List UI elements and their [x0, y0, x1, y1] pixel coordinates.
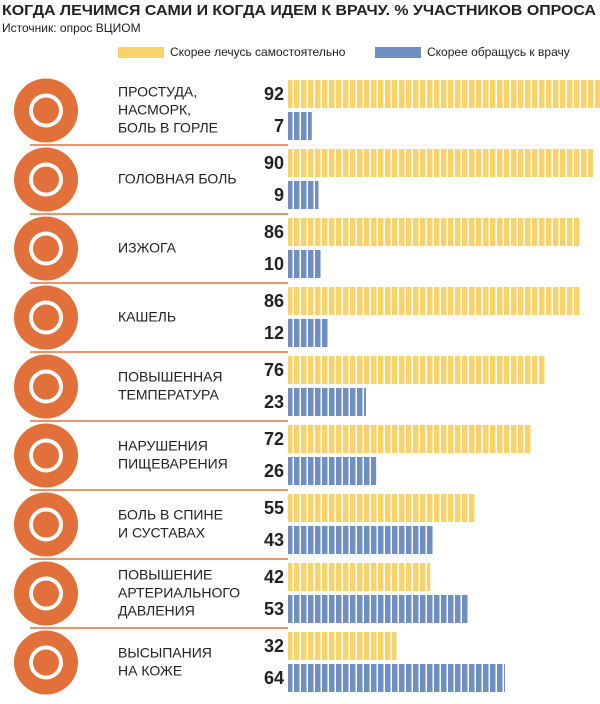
category-label: КАШЕЛЬ — [118, 308, 176, 324]
icon-shape — [29, 576, 63, 611]
legend-swatch — [375, 47, 421, 58]
bar — [288, 457, 377, 485]
value-label: 86 — [264, 291, 284, 311]
bar — [288, 218, 580, 246]
value-label: 12 — [264, 323, 284, 343]
icon-shape — [29, 162, 63, 197]
bar — [288, 356, 546, 384]
value-label: 43 — [264, 530, 284, 550]
value-label: 55 — [264, 498, 284, 518]
bar — [288, 425, 533, 453]
value-label: 72 — [264, 429, 284, 449]
icon-circle — [14, 285, 78, 350]
value-label: 32 — [264, 636, 284, 656]
category-label: ПРОСТУДА, НАСМОРК, БОЛЬ В ГОРЛЕ — [118, 83, 218, 135]
icon-shape — [29, 645, 63, 680]
bar — [288, 319, 329, 347]
icon-circle — [14, 561, 78, 626]
category-label: ВЫСЫПАНИЯ НА КОЖЕ — [118, 644, 212, 678]
chart-title: КОГДА ЛЕЧИМСЯ САМИ И КОГДА ИДЕМ К ВРАЧУ.… — [2, 2, 596, 19]
value-label: 9 — [274, 185, 284, 205]
bar — [288, 287, 580, 315]
bar — [288, 595, 468, 623]
value-label: 76 — [264, 360, 284, 380]
category-label: НАРУШЕНИЯ ПИЩЕВАРЕНИЯ — [118, 437, 228, 471]
value-label: 42 — [264, 567, 284, 587]
value-label: 86 — [264, 222, 284, 242]
icon-circle — [14, 147, 78, 212]
bar — [288, 526, 434, 554]
category-label: ГОЛОВНАЯ БОЛЬ — [118, 170, 237, 186]
icon-circle — [14, 354, 78, 419]
chart-subtitle: Источник: опрос ВЦИОМ — [2, 21, 141, 35]
category-label: ИЗЖОГА — [118, 239, 177, 255]
bar — [288, 632, 397, 660]
bar — [288, 388, 366, 416]
value-label: 10 — [264, 254, 284, 274]
legend-swatch — [118, 47, 164, 58]
bar — [288, 149, 594, 177]
icon-shape — [29, 438, 63, 473]
icon-circle — [14, 423, 78, 488]
bar — [288, 563, 431, 591]
icon-shape — [29, 300, 63, 335]
icon-circle — [14, 492, 78, 557]
bar — [288, 664, 505, 692]
value-label: 7 — [274, 116, 284, 136]
value-label: 92 — [264, 84, 284, 104]
legend-label: Скорее лечусь самостоятельно — [170, 45, 346, 59]
bar — [288, 112, 312, 140]
value-label: 23 — [264, 392, 284, 412]
bar — [288, 250, 322, 278]
category-label: ПОВЫШЕННАЯ ТЕМПЕРАТУРА — [118, 368, 223, 402]
bar — [288, 494, 475, 522]
bar — [288, 181, 319, 209]
category-label: ПОВЫШЕНИЕ АРТЕРИАЛЬНОГО ДАВЛЕНИЯ — [118, 566, 240, 618]
value-label: 26 — [264, 461, 284, 481]
icon-shape — [29, 507, 63, 542]
value-label: 53 — [264, 599, 284, 619]
icon-shape — [29, 231, 63, 266]
legend-label: Скорее обращусь к врачу — [427, 45, 570, 59]
icon-circle — [14, 630, 78, 695]
category-label: БОЛЬ В СПИНЕ И СУСТАВАХ — [118, 506, 223, 540]
icon-circle — [14, 216, 78, 281]
icon-circle — [14, 78, 78, 143]
value-label: 90 — [264, 153, 284, 173]
bar — [288, 80, 600, 108]
icon-shape — [29, 93, 63, 128]
icon-shape — [29, 369, 63, 404]
value-label: 64 — [264, 668, 284, 688]
